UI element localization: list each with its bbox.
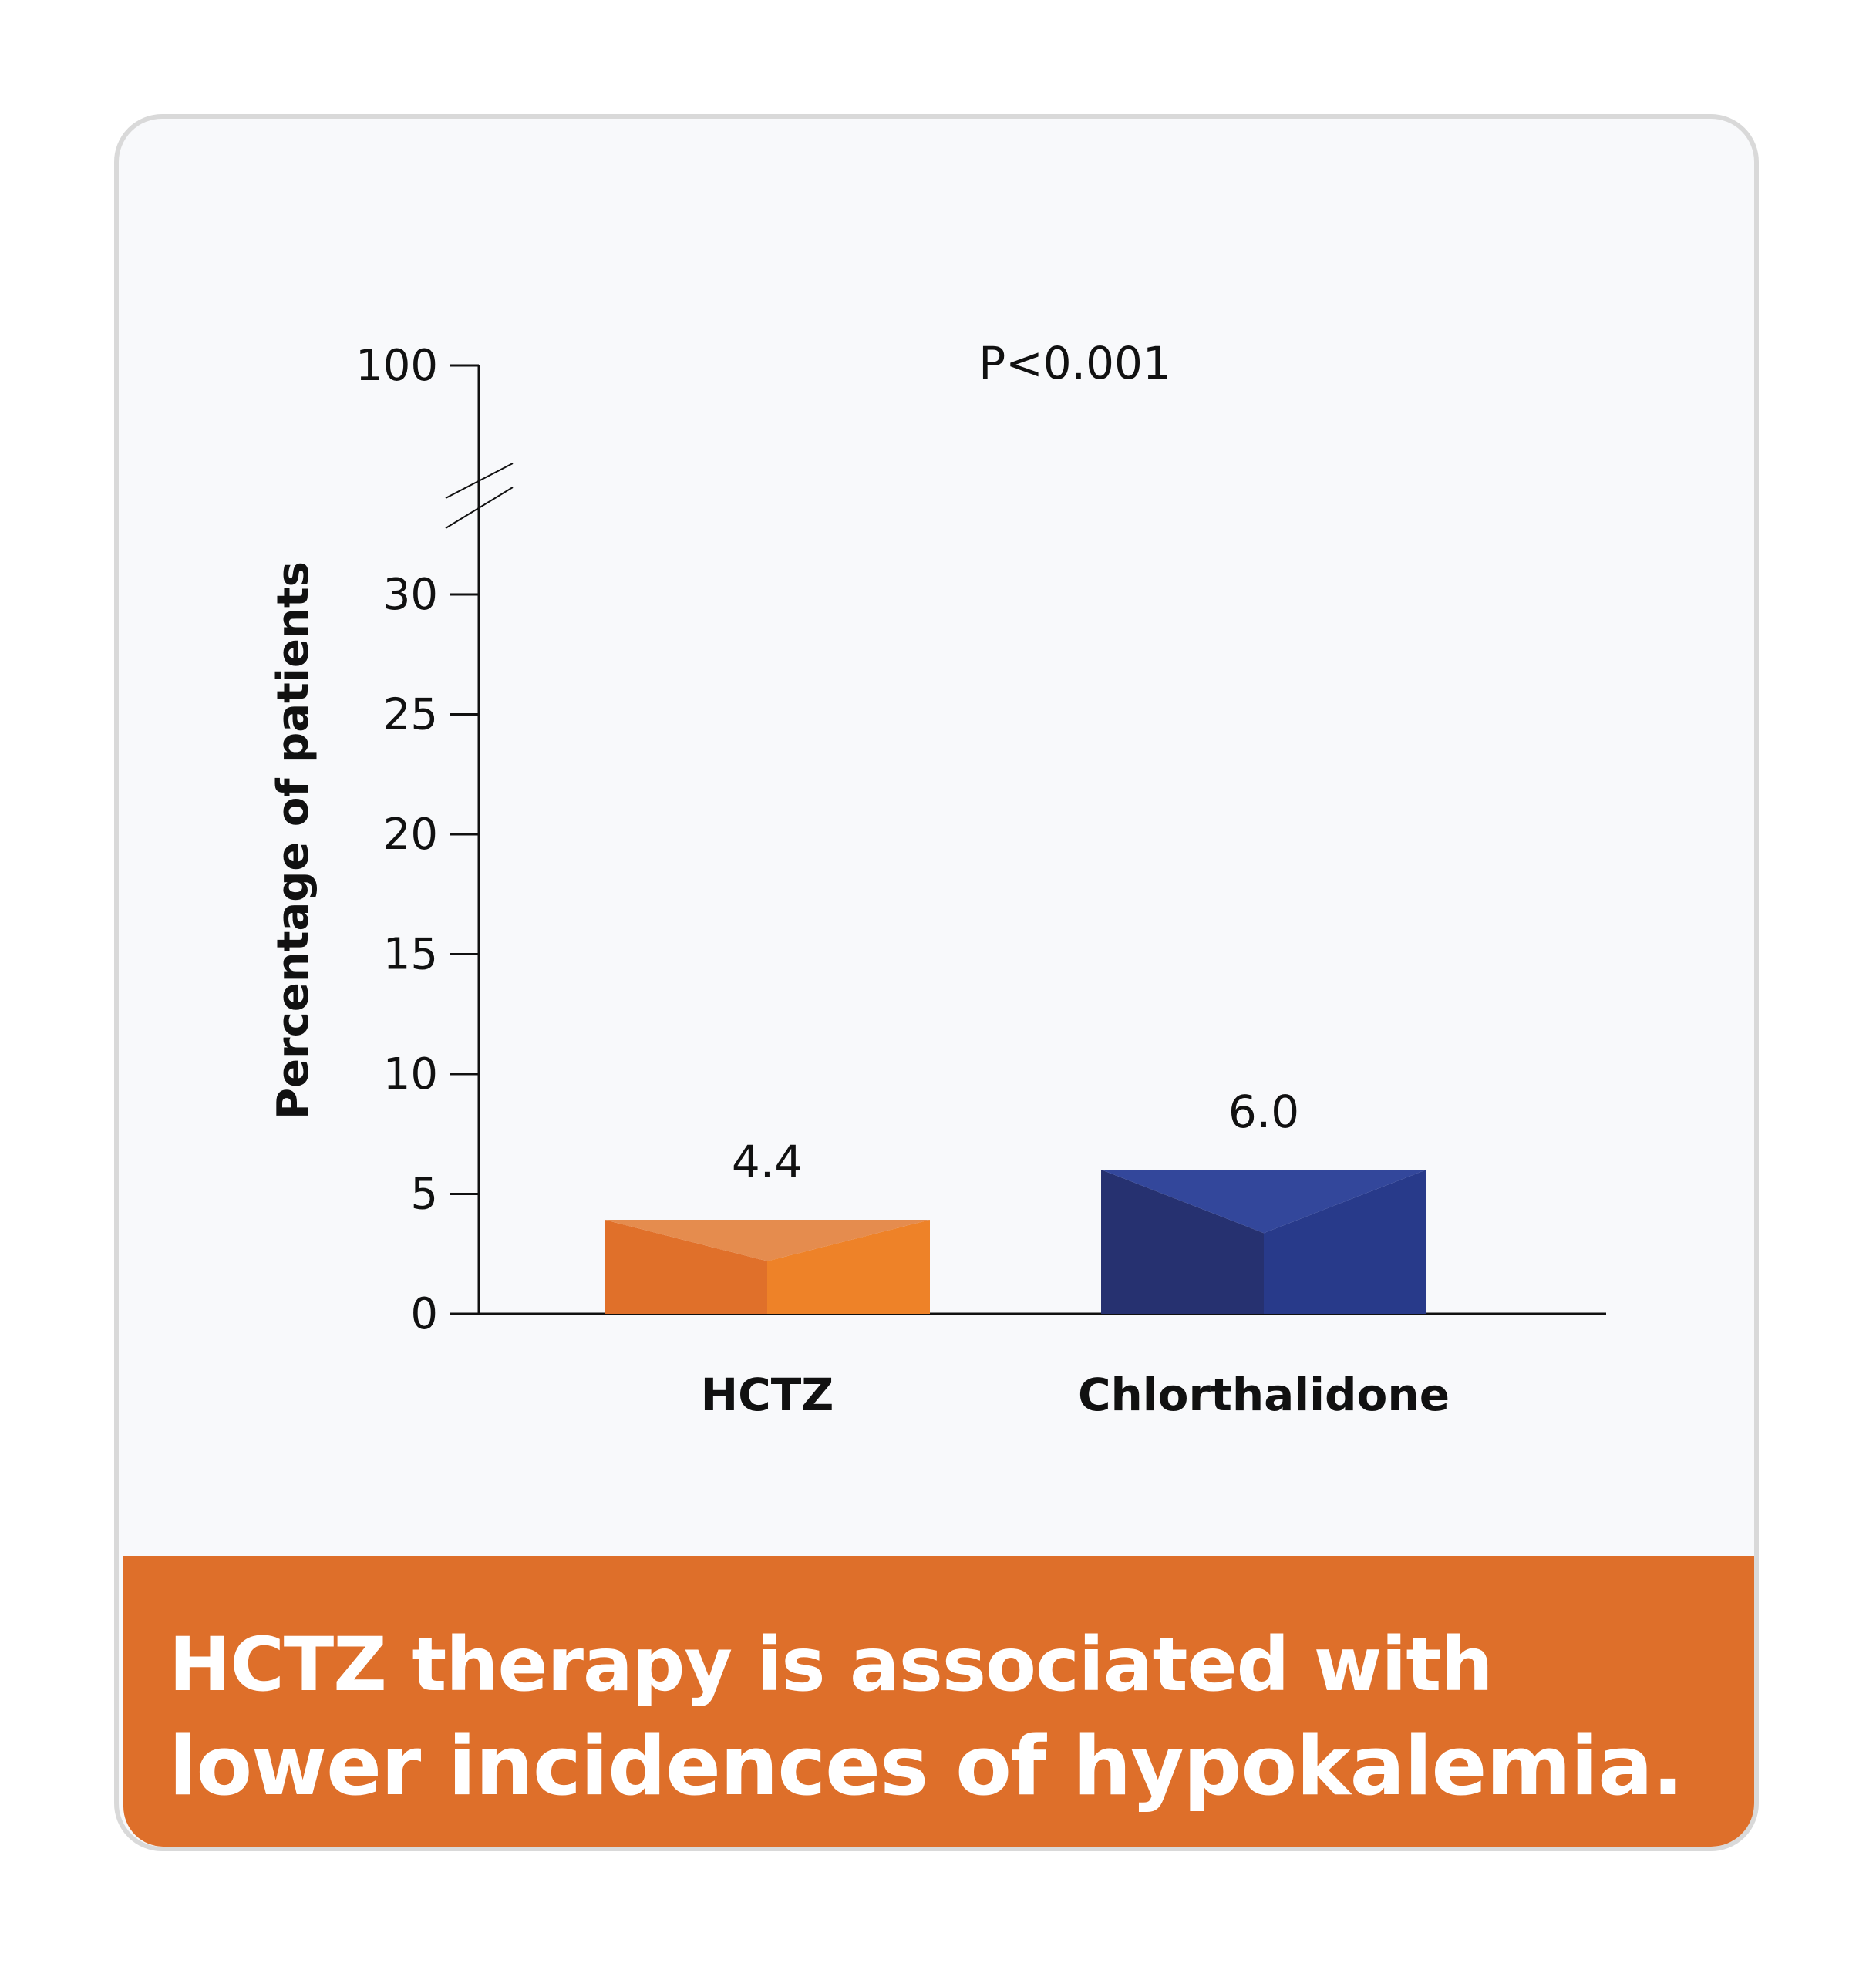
- bar-face-right: [1264, 1170, 1426, 1314]
- y-tick-label: 10: [383, 1049, 438, 1099]
- summary-text-regular: HCTZ therapy is associated with: [169, 1621, 1494, 1708]
- summary-text-emphasis: lower incidences of hypokalemia.: [169, 1719, 1683, 1813]
- summary-text: HCTZ therapy is associated with lower in…: [169, 1614, 1742, 1820]
- y-tick-label: 0: [410, 1289, 438, 1339]
- bar-face-left: [605, 1220, 767, 1314]
- summary-banner: HCTZ therapy is associated with lower in…: [123, 1556, 1754, 1847]
- chart-card: HCTZ therapy is associated with lower in…: [114, 114, 1759, 1851]
- y-ticks: 0 5 10 15 20 25 30 100: [355, 341, 479, 1339]
- y-tick-label: 20: [383, 810, 438, 860]
- chart-axes: [445, 365, 1606, 1315]
- bar-face-top: [1101, 1170, 1426, 1234]
- axis-break-mark: [445, 487, 514, 529]
- bar-hctz: [605, 1220, 930, 1314]
- p-value-annotation: P<0.001: [978, 337, 1171, 389]
- y-tick-label: 5: [410, 1170, 438, 1220]
- axis-break-mark: [445, 463, 514, 499]
- y-tick-label: 30: [383, 570, 438, 620]
- bars: [605, 1170, 1426, 1314]
- y-tick-label: 25: [383, 690, 438, 740]
- y-axis-label: Percentage of patients: [268, 561, 318, 1120]
- bar-face-right: [767, 1220, 930, 1314]
- bar-chart: 0 5 10 15 20 25 30 100 Percentage of patients P<…: [268, 337, 1606, 1421]
- y-tick-label: 15: [383, 930, 438, 980]
- x-tick-label: Chlorthalidone: [1078, 1369, 1450, 1421]
- y-tick-label: 100: [355, 341, 438, 391]
- x-tick-label: HCTZ: [701, 1369, 834, 1421]
- bar-face-top: [605, 1220, 930, 1261]
- data-label: 4.4: [732, 1136, 803, 1188]
- bar-face-left: [1101, 1170, 1264, 1314]
- data-label: 6.0: [1228, 1086, 1299, 1138]
- bar-chlorthalidone: [1101, 1170, 1426, 1314]
- labels: Percentage of patients P<0.001 4.4 HCTZ 6.0 C…: [268, 337, 1450, 1421]
